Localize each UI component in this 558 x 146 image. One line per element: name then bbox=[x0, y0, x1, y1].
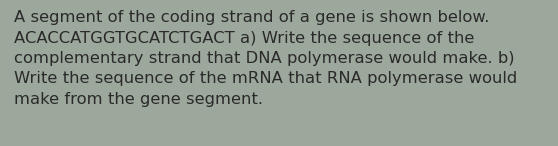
Text: A segment of the coding strand of a gene is shown below.
ACACCATGGTGCATCTGACT a): A segment of the coding strand of a gene… bbox=[14, 10, 517, 107]
